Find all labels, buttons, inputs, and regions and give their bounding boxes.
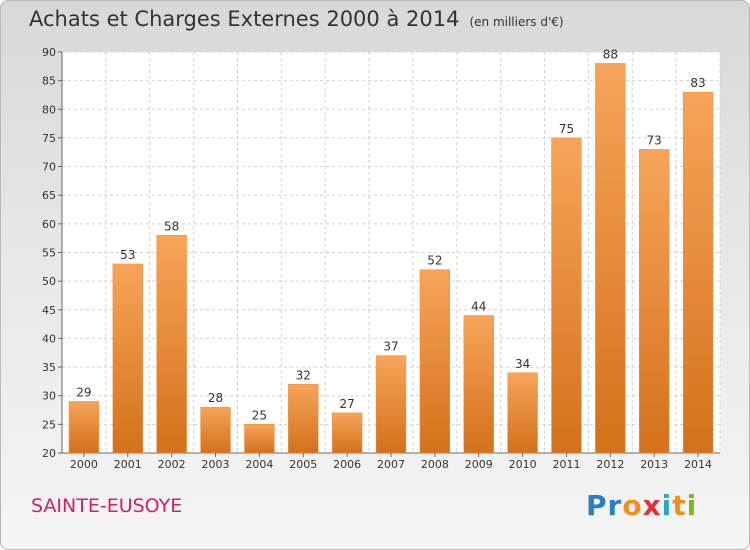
bar-2011	[551, 137, 582, 454]
x-tick-label-2014: 2014	[684, 458, 712, 471]
logo-letter: t	[672, 489, 687, 522]
value-label-2012: 88	[603, 47, 618, 61]
bar-2007	[375, 355, 407, 454]
bar-2008	[419, 269, 451, 454]
x-tick-label-2000: 2000	[70, 458, 98, 471]
chart-title: Achats et Charges Externes 2000 à 2014 (e…	[29, 7, 564, 31]
y-tick-label: 65	[42, 189, 56, 202]
x-tick-label-2003: 2003	[202, 458, 230, 471]
bar-2014	[682, 91, 714, 454]
bar-2005	[288, 384, 319, 454]
bar-2013	[639, 149, 670, 454]
y-tick-label: 75	[42, 132, 56, 145]
value-label-2011: 75	[559, 122, 574, 136]
x-tick-label-2010: 2010	[509, 458, 537, 471]
bars	[68, 63, 714, 454]
y-tick-label: 85	[42, 75, 56, 88]
proxiti-logo: Proxiti	[586, 489, 697, 522]
bar-2001	[112, 263, 143, 454]
y-tick-label: 40	[42, 332, 56, 345]
x-tick-label-2006: 2006	[333, 458, 361, 471]
value-label-2001: 53	[120, 248, 135, 262]
x-tick-label-2008: 2008	[421, 458, 449, 471]
x-tick-label-2012: 2012	[596, 458, 624, 471]
value-label-2013: 73	[647, 133, 662, 147]
logo-letter: i	[686, 489, 698, 522]
x-tick-label-2009: 2009	[465, 458, 493, 471]
y-tick-label: 35	[42, 361, 56, 374]
y-tick-label: 70	[42, 161, 56, 174]
value-label-2010: 34	[515, 357, 530, 371]
value-label-2008: 52	[427, 254, 442, 268]
bar-2004	[244, 424, 275, 454]
y-tick-label: 55	[42, 247, 56, 260]
y-tick-label: 20	[42, 447, 56, 460]
bar-2009	[463, 315, 494, 454]
y-tick-label: 25	[42, 418, 56, 431]
x-tick-label-2005: 2005	[289, 458, 317, 471]
x-tick-label-2004: 2004	[245, 458, 273, 471]
logo-letter: o	[622, 489, 643, 522]
bar-2012	[595, 63, 626, 454]
logo-letter: i	[661, 489, 673, 522]
logo-letter: r	[607, 489, 623, 522]
bar-2010	[507, 372, 538, 454]
logo-letter: x	[642, 489, 662, 522]
bar-2006	[331, 412, 363, 454]
bar-2003	[200, 406, 231, 454]
y-tick-label: 80	[42, 103, 56, 116]
unit-label: (en milliers d'€)	[469, 15, 564, 29]
value-label-2002: 58	[164, 219, 179, 233]
y-tick-label: 30	[42, 390, 56, 403]
value-label-2004: 25	[252, 408, 267, 422]
value-label-2007: 37	[383, 340, 398, 354]
x-tick-label-2001: 2001	[114, 458, 142, 471]
title-text: Achats et Charges Externes 2000 à 2014	[29, 7, 460, 31]
value-label-2003: 28	[208, 391, 223, 405]
x-tick-label-2011: 2011	[552, 458, 580, 471]
value-label-2009: 44	[471, 300, 486, 314]
y-tick-label: 45	[42, 304, 56, 317]
bar-2002	[156, 235, 187, 454]
y-tick-label: 90	[42, 46, 56, 59]
value-label-2000: 29	[76, 385, 91, 399]
x-tick-label-2013: 2013	[640, 458, 668, 471]
logo-letter: P	[586, 489, 608, 522]
labels: 20 25 30 35 40 45 50 55 60 65 70 75 80 85 90 29 2000 53 20…	[42, 46, 712, 471]
y-tick-label: 60	[42, 218, 56, 231]
value-label-2005: 32	[296, 368, 311, 382]
y-tick-label: 50	[42, 275, 56, 288]
x-tick-label-2002: 2002	[158, 458, 186, 471]
x-tick-label-2007: 2007	[377, 458, 405, 471]
value-label-2006: 27	[339, 397, 354, 411]
value-label-2014: 83	[690, 76, 705, 90]
bar-2000	[68, 401, 100, 454]
commune-name: SAINTE-EUSOYE	[31, 495, 183, 517]
